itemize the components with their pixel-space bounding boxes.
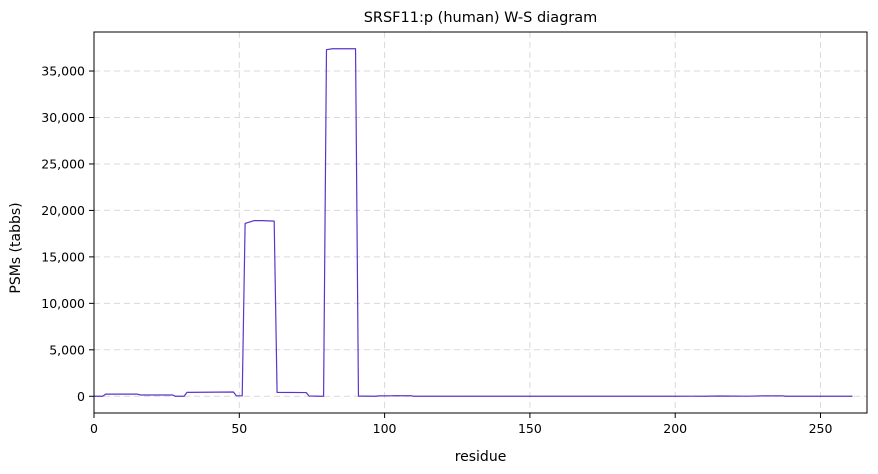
y-tick-label-7: 35,000	[41, 64, 85, 79]
x-axis-label: residue	[455, 449, 507, 465]
y-tick-label-4: 20,000	[41, 203, 85, 218]
y-axis: 0 5,000 10,000 15,000 20,000 25,000 30,000 35,0…	[41, 64, 94, 404]
series-layer	[94, 48, 853, 397]
grid	[93, 32, 867, 413]
series-line-0	[94, 48, 853, 397]
x-tick-label-0: 0	[90, 421, 98, 436]
y-tick-label-6: 30,000	[41, 110, 85, 125]
y-tick-label-0: 0	[77, 389, 85, 404]
x-tick-label-4: 200	[663, 421, 687, 436]
y-axis-label: PSMs (tabbs)	[8, 202, 24, 293]
x-tick-label-3: 150	[518, 421, 542, 436]
chart-title: SRSF11:p (human) W-S diagram	[364, 10, 598, 26]
y-tick-label-1: 5,000	[49, 342, 85, 357]
x-axis: 0 50 100 150 200 250	[90, 413, 832, 436]
plot-frame	[93, 31, 868, 414]
x-tick-label-2: 100	[373, 421, 397, 436]
y-tick-label-2: 10,000	[41, 296, 85, 311]
y-tick-label-3: 15,000	[41, 249, 85, 264]
x-tick-label-5: 250	[809, 421, 833, 436]
y-tick-label-5: 25,000	[41, 156, 85, 171]
x-tick-label-1: 50	[231, 421, 247, 436]
